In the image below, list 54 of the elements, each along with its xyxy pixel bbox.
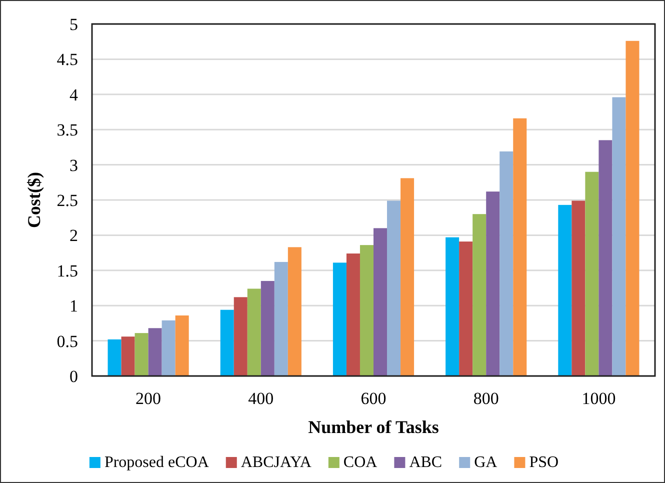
bar	[288, 247, 302, 376]
x-tick-label: 800	[473, 389, 499, 408]
bar	[626, 40, 640, 376]
x-tick-label: 600	[360, 389, 386, 408]
bar	[446, 237, 460, 376]
bar	[247, 288, 261, 376]
bar	[472, 214, 486, 376]
legend-label: COA	[343, 454, 378, 471]
x-tick-label: 1000	[582, 389, 616, 408]
bar	[612, 97, 626, 376]
bar	[332, 262, 346, 376]
bar	[459, 242, 473, 376]
y-tick-label: 0	[70, 366, 78, 386]
y-tick-label: 3.5	[56, 120, 78, 140]
bar	[360, 245, 374, 376]
y-tick-label: 2	[70, 226, 78, 246]
bar	[220, 310, 234, 376]
y-tick-label: 4	[70, 85, 78, 104]
bar	[400, 178, 414, 376]
y-tick-label: 4.5	[56, 50, 78, 70]
y-tick-label: 1	[70, 296, 78, 316]
bar	[260, 280, 274, 376]
legend-label: GA	[474, 454, 498, 471]
bar	[175, 315, 189, 376]
bar	[148, 328, 162, 376]
legend-label: Proposed eCOA	[104, 454, 210, 471]
x-axis-title: Number of Tasks	[308, 417, 439, 437]
y-axis-title: Cost($)	[24, 172, 44, 228]
bar	[134, 333, 148, 376]
bar	[486, 192, 500, 376]
bar	[585, 172, 599, 376]
bar	[162, 320, 176, 376]
legend-label: PSO	[529, 454, 559, 471]
x-tick-label: 400	[248, 389, 274, 408]
bar	[513, 118, 527, 376]
bar	[234, 297, 248, 376]
bar	[108, 339, 122, 376]
bar	[572, 200, 586, 376]
y-tick-label: 0.5	[56, 332, 78, 351]
bar	[121, 336, 135, 376]
legend-label: ABCJAYA	[240, 454, 312, 471]
bar	[274, 262, 288, 376]
legend-label: ABC	[409, 454, 442, 471]
bar	[598, 140, 612, 376]
x-tick-label: 200	[136, 389, 162, 408]
y-tick-label: 1.5	[56, 261, 78, 280]
bar	[374, 228, 388, 376]
bar	[387, 200, 401, 376]
bar	[558, 204, 572, 376]
y-tick-label: 5	[70, 14, 78, 34]
y-tick-label: 2.5	[56, 190, 78, 210]
bar	[346, 254, 360, 376]
bar	[500, 151, 514, 376]
y-tick-label: 3	[70, 156, 78, 175]
